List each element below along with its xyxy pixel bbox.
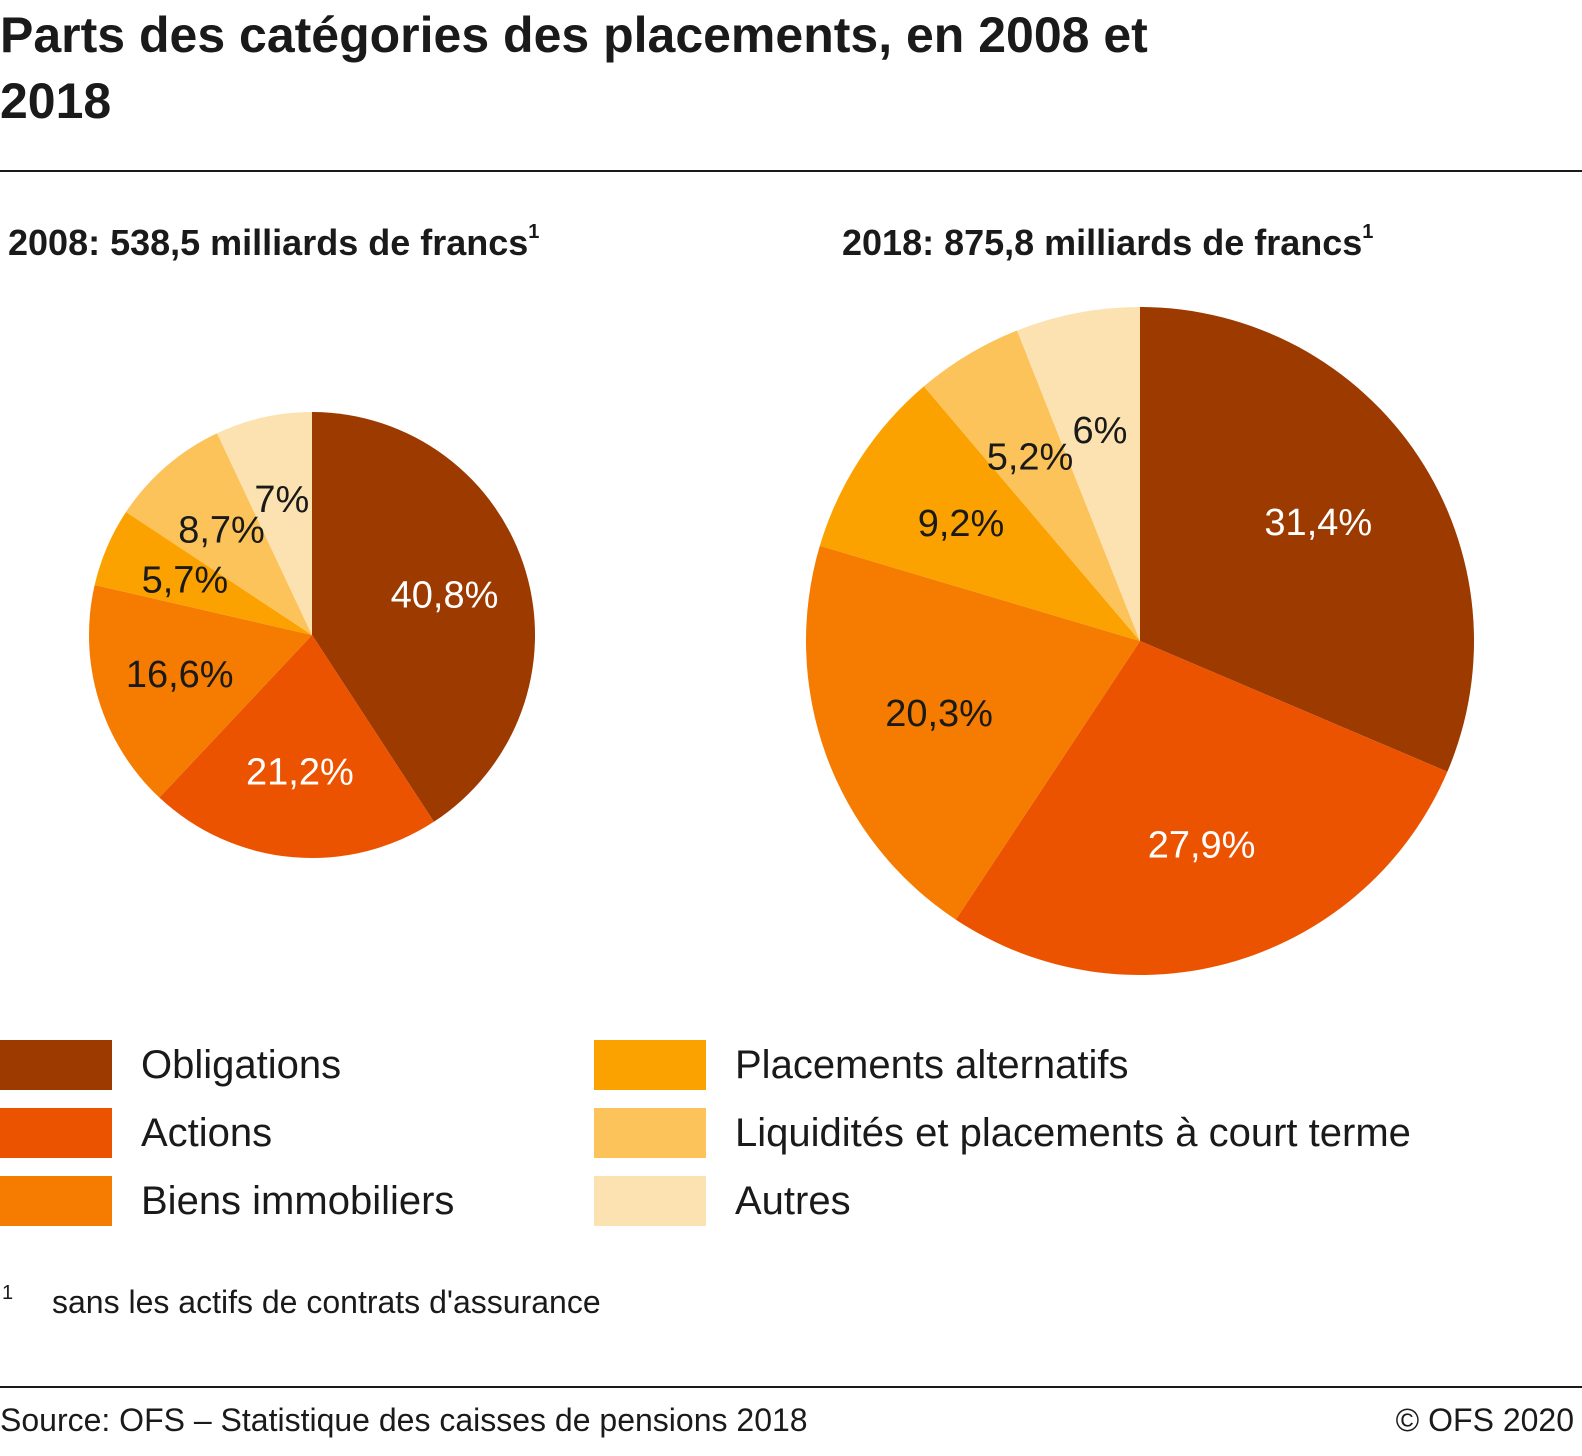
legend-swatch (594, 1040, 706, 1090)
pie-2018-title-text: 2018: 875,8 milliards de francs (842, 222, 1363, 263)
pie-slice-autres (217, 411, 312, 635)
footnote-mark: 1 (2, 1282, 14, 1304)
top-divider (0, 170, 1582, 172)
legend-label: Obligations (141, 1043, 342, 1087)
bottom-divider (0, 1386, 1582, 1388)
pie-slice-actions (159, 635, 434, 859)
legend-label: Biens immobiliers (141, 1179, 455, 1223)
legend-label: Liquidités et placements à court terme (735, 1111, 1411, 1155)
slice-label-biens-immobiliers: 20,3% (885, 693, 993, 735)
slice-label-autres: 7% (254, 479, 309, 521)
slice-label-obligations: 40,8% (391, 575, 499, 617)
legend-swatch (0, 1040, 112, 1090)
slice-label-actions: 21,2% (246, 752, 354, 794)
pie-2018: 31,4% 27,9% 20,3% 9,2% 5,2%6% (805, 307, 1475, 975)
slice-label-placements-alternatifs: 9,2% (918, 503, 1005, 545)
pie-slice-liquidites (923, 330, 1140, 641)
footnote-text: sans les actifs de contrats d'assurance (52, 1284, 601, 1320)
pie-slice-obligations (1140, 307, 1475, 772)
pie-slice-placements-alternatifs (819, 386, 1140, 641)
pie-2018-title: 2018: 875,8 milliards de francs1 (842, 221, 1374, 264)
pie-2008-title-text: 2008: 538,5 milliards de francs (8, 222, 529, 263)
slice-label-actions: 27,9% (1148, 825, 1256, 867)
legend-label: Actions (141, 1111, 273, 1155)
slice-label-biens-immobiliers: 16,6% (126, 654, 234, 696)
pie-slice-liquidites (126, 433, 312, 635)
pie-2008-footnote-mark: 1 (528, 221, 540, 243)
pie-slice-biens-immobiliers (805, 545, 1140, 920)
slice-label-placements-alternatifs: 5,7% (142, 560, 229, 602)
pie-slice-biens-immobiliers (89, 584, 313, 798)
slice-label-liquidites: 5,2% (987, 437, 1074, 479)
legend-swatch (594, 1176, 706, 1226)
pie-slice-autres (1017, 307, 1140, 641)
copyright: © OFS 2020 (1395, 1402, 1574, 1438)
chart-title: Parts des catégories des placements, en … (0, 7, 1148, 129)
slice-label-autres: 6% (1072, 410, 1127, 452)
legend-label: Autres (735, 1179, 851, 1223)
slice-label-liquidites: 8,7% (178, 509, 265, 551)
legend-swatch (0, 1176, 112, 1226)
pie-slice-actions (955, 641, 1448, 975)
pie-slice-obligations (312, 412, 536, 822)
pie-charts: 40,8% 21,2% 16,6% 5,7% 8,7%7% 31,4% 27,9% 20,3%… (89, 307, 1475, 975)
pie-slice-placements-alternatifs (94, 511, 313, 635)
slice-label-obligations: 31,4% (1264, 502, 1372, 544)
source-note: Source: OFS – Statistique des caisses de… (0, 1402, 808, 1438)
pie-2008: 40,8% 21,2% 16,6% 5,7% 8,7%7% (89, 411, 536, 859)
legend-label: Placements alternatifs (735, 1043, 1129, 1087)
pie-2008-title: 2008: 538,5 milliards de francs1 (8, 221, 540, 264)
legend-swatch (0, 1108, 112, 1158)
pie-2018-footnote-mark: 1 (1362, 221, 1374, 243)
legend-swatch (594, 1108, 706, 1158)
